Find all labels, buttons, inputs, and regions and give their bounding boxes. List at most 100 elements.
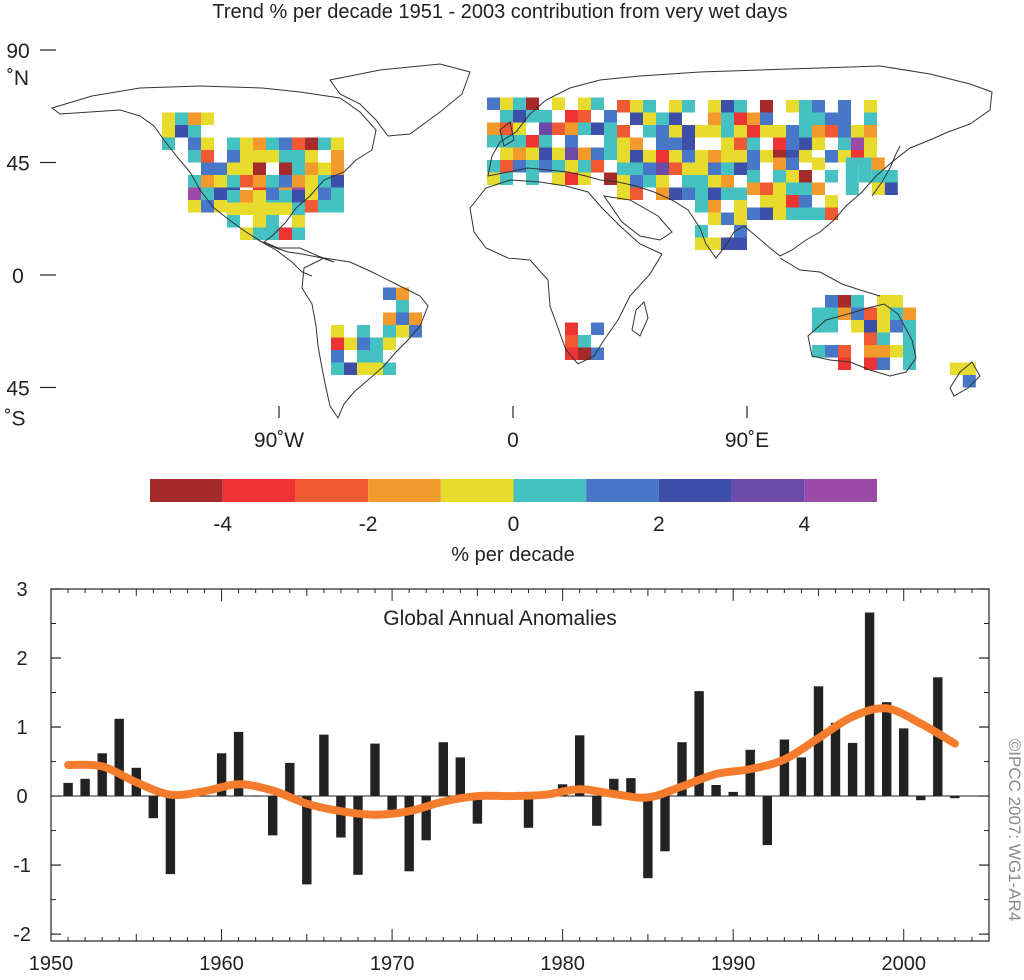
trend-cell <box>617 187 630 200</box>
trend-cell <box>708 200 721 213</box>
trend-cell <box>877 307 890 320</box>
trend-cell <box>656 137 669 150</box>
trend-cell <box>162 137 175 150</box>
trend-cell <box>858 170 872 183</box>
colorbar-swatch <box>222 479 296 502</box>
trend-cell <box>825 320 838 333</box>
trend-cell <box>903 357 916 370</box>
trend-cell <box>747 137 760 150</box>
trend-cell <box>305 150 318 163</box>
japan-outline <box>871 145 901 197</box>
trend-cell <box>682 162 695 175</box>
trend-cell <box>578 122 591 135</box>
trend-cell <box>630 175 643 188</box>
trend-cell <box>877 320 890 333</box>
anomaly-bar <box>438 742 448 796</box>
trend-cell <box>825 295 838 308</box>
trend-cell <box>669 162 682 175</box>
anomaly-bar <box>916 796 926 801</box>
trend-cell <box>591 160 604 173</box>
trend-cell <box>734 112 747 125</box>
anomaly-bar <box>233 731 244 797</box>
trend-cell <box>617 100 630 113</box>
trend-cell <box>877 295 890 308</box>
x-tick-label: 1990 <box>711 953 756 975</box>
trend-cell <box>669 137 682 150</box>
trend-cell <box>786 182 799 195</box>
map-title: Trend % per decade 1951 - 2003 contribut… <box>212 1 787 23</box>
trend-cell <box>266 227 279 240</box>
trend-cell <box>357 325 370 338</box>
trend-cell <box>565 335 578 348</box>
trend-cell <box>864 307 877 320</box>
trend-cell <box>370 337 383 350</box>
lat-tick-label: 90 <box>6 40 29 63</box>
colorbar-tick-label: 0 <box>508 513 520 536</box>
trend-cell <box>851 137 864 150</box>
trend-cell <box>825 112 838 125</box>
lon-tick-label: 0 <box>507 429 519 452</box>
trend-cell <box>396 312 409 325</box>
anomaly-bar <box>779 739 790 797</box>
trend-cell <box>773 207 786 220</box>
trend-cell <box>591 97 604 110</box>
trend-cell <box>682 137 695 150</box>
africa-outline <box>469 179 663 365</box>
trend-cell <box>845 182 859 195</box>
trend-cell <box>539 147 552 160</box>
anomaly-bar <box>251 796 261 797</box>
trend-cell <box>799 112 812 125</box>
trend-cell <box>175 125 188 138</box>
trend-cell <box>552 147 565 160</box>
bar-chart-frame <box>50 588 990 942</box>
trend-cell <box>721 100 734 113</box>
trend-cell <box>695 150 708 163</box>
trend-cell <box>344 362 357 375</box>
trend-cell <box>812 307 825 320</box>
trend-cell <box>643 175 656 188</box>
anomaly-bar <box>523 796 534 828</box>
trend-cell <box>643 150 656 163</box>
trend-cell <box>188 175 201 188</box>
trend-cell <box>877 332 890 345</box>
trend-cell <box>734 125 747 138</box>
anomaly-bar <box>762 796 772 846</box>
trend-cell <box>240 175 253 188</box>
colorbar-swatch <box>440 479 514 502</box>
trend-cell <box>305 162 318 175</box>
trend-cell <box>760 195 773 208</box>
trend-cell <box>513 110 526 123</box>
y-tick-label: -1 <box>13 855 31 877</box>
trend-cell <box>695 187 708 200</box>
anomaly-bar <box>472 796 483 824</box>
trend-cell <box>734 225 747 238</box>
trend-cell <box>383 325 396 338</box>
trend-cell <box>838 345 851 358</box>
anomaly-bar <box>421 796 431 841</box>
anomaly-bar <box>882 702 892 797</box>
colorbar-tick-label: 4 <box>798 513 810 536</box>
trend-cell <box>656 125 669 138</box>
lon-tick-label: 90˚E <box>725 429 769 452</box>
trend-cell <box>799 195 812 208</box>
trend-cell <box>812 100 825 113</box>
eurasia-outline <box>487 65 993 259</box>
trend-cell <box>331 150 344 163</box>
trend-cell <box>292 215 305 228</box>
trend-cell <box>253 190 266 203</box>
lat-tick-label: 45 <box>6 153 29 176</box>
trend-cell <box>760 182 773 195</box>
y-tick-label: 3 <box>16 579 27 601</box>
trend-cell <box>266 215 279 228</box>
trend-cell <box>604 172 617 185</box>
anomaly-bar <box>830 722 841 797</box>
trend-cell <box>812 112 825 125</box>
anomaly-bar <box>575 735 585 796</box>
trend-cell <box>825 307 838 320</box>
trend-cell <box>279 137 292 150</box>
trend-cell <box>825 345 838 358</box>
trend-cell <box>903 345 916 358</box>
trend-cell <box>721 212 734 225</box>
trend-cell <box>227 190 240 203</box>
madagascar-outline <box>631 301 649 337</box>
